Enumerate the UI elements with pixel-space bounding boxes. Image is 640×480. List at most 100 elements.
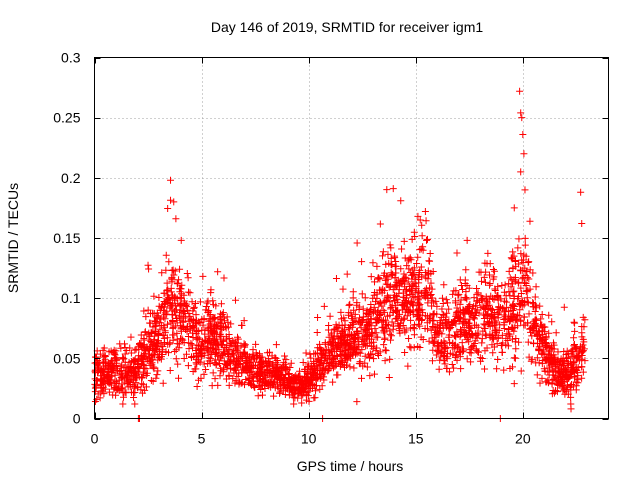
data-point [91, 369, 99, 377]
data-point [567, 405, 575, 413]
data-point [484, 249, 492, 257]
data-point [510, 204, 518, 212]
data-point [169, 266, 177, 274]
data-point [146, 310, 154, 318]
data-point [197, 374, 205, 382]
data-point [311, 394, 319, 402]
data-point [172, 311, 180, 319]
data-point [113, 355, 121, 363]
data-point [153, 343, 161, 351]
data-point [567, 386, 575, 394]
data-point [401, 349, 409, 357]
data-point [478, 294, 486, 302]
data-point [509, 248, 517, 256]
data-point [140, 307, 148, 315]
data-point [240, 317, 248, 325]
data-point [118, 373, 126, 381]
data-point [161, 327, 169, 335]
data-point [134, 364, 142, 372]
data-point [470, 321, 478, 329]
data-point [367, 273, 375, 281]
data-point [376, 299, 384, 307]
data-point [139, 381, 147, 389]
data-point [379, 318, 387, 326]
data-point [252, 349, 260, 357]
data-point [498, 331, 506, 339]
data-point [333, 371, 341, 379]
data-point [399, 321, 407, 329]
data-point [418, 221, 426, 229]
data-point [388, 271, 396, 279]
data-point [370, 308, 378, 316]
y-tick-label: 0.1 [61, 290, 81, 306]
data-point [493, 326, 501, 334]
data-point [249, 362, 257, 370]
data-point [481, 365, 489, 373]
data-point [123, 374, 131, 382]
data-point [517, 284, 525, 292]
data-point [362, 327, 370, 335]
data-point [228, 340, 236, 348]
data-point [169, 323, 177, 331]
data-point [232, 296, 240, 304]
data-point [392, 258, 400, 266]
data-point [101, 353, 109, 361]
data-point [147, 376, 155, 384]
data-point [464, 333, 472, 341]
data-point [217, 364, 225, 372]
data-point [351, 335, 359, 343]
data-point [240, 342, 248, 350]
data-point [411, 294, 419, 302]
data-point [153, 339, 161, 347]
data-point [505, 288, 513, 296]
data-point [287, 359, 295, 367]
data-point [386, 355, 394, 363]
data-point [281, 390, 289, 398]
data-point [121, 350, 129, 358]
data-point [371, 288, 379, 296]
data-point [207, 289, 215, 297]
data-point [160, 298, 168, 306]
data-point [560, 361, 568, 369]
data-point [234, 372, 242, 380]
data-point [307, 354, 315, 362]
data-point [257, 376, 265, 384]
data-point [125, 378, 133, 386]
data-point [236, 378, 244, 386]
data-point [457, 313, 465, 321]
data-point [135, 340, 143, 348]
data-point [161, 315, 169, 323]
data-point [509, 300, 517, 308]
data-point [266, 348, 274, 356]
data-point [252, 340, 260, 348]
data-point [518, 275, 526, 283]
data-point [175, 276, 183, 284]
data-point [295, 373, 303, 381]
data-point [220, 357, 228, 365]
data-point [177, 236, 185, 244]
data-point [294, 390, 302, 398]
data-point [531, 307, 539, 315]
data-point [180, 338, 188, 346]
data-point [227, 341, 235, 349]
data-point [491, 267, 499, 275]
data-point [196, 298, 204, 306]
data-point [462, 321, 470, 329]
data-point [168, 273, 176, 281]
data-point [473, 334, 481, 342]
data-point [172, 346, 180, 354]
data-point [400, 237, 408, 245]
data-point [346, 325, 354, 333]
data-point [411, 271, 419, 279]
data-point [450, 332, 458, 340]
data-point [577, 188, 585, 196]
y-tick-label: 0.25 [53, 110, 80, 126]
data-point [321, 365, 329, 373]
data-point [388, 302, 396, 310]
data-point [156, 325, 164, 333]
data-point [164, 293, 172, 301]
data-point [157, 353, 165, 361]
data-point [579, 368, 587, 376]
data-point [485, 320, 493, 328]
data-point [379, 285, 387, 293]
